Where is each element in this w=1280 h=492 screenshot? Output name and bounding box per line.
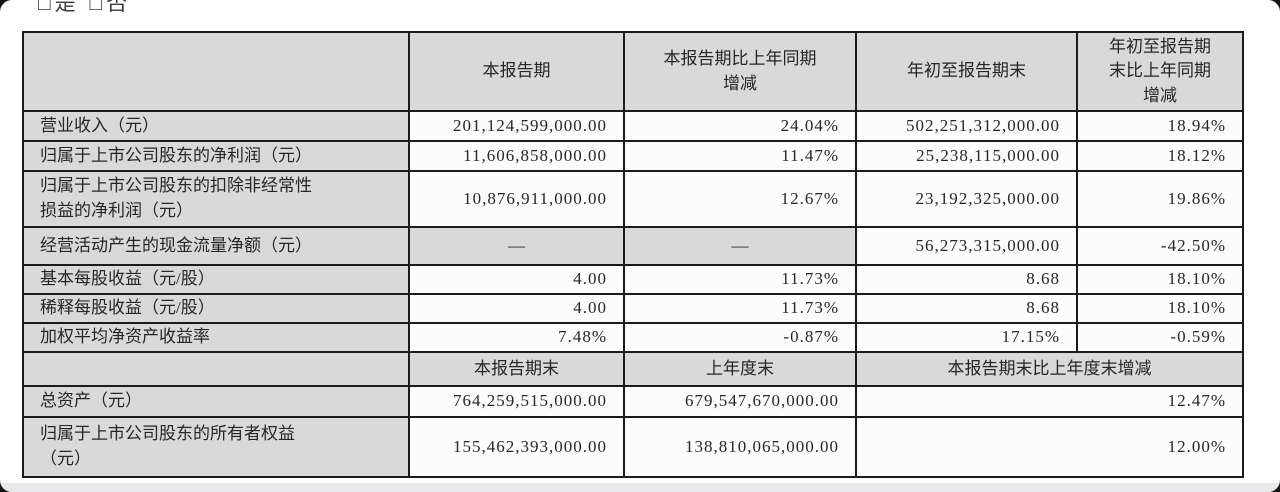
cell-current: 4.00	[408, 264, 625, 295]
cell-current-yoy: 11.73%	[623, 264, 857, 295]
cell-current-yoy: -0.87%	[623, 322, 857, 353]
cell-current: 7.48%	[408, 322, 625, 353]
cell-ytd-yoy: -0.59%	[1076, 322, 1244, 353]
cell-change: 12.47%	[855, 385, 1244, 418]
financial-summary-table: 本报告期 本报告期比上年同期 增减 年初至报告期末 年初至报告期 末比上年同期 …	[22, 31, 1244, 478]
cell-prev-year-end: 138,810,065,000.00	[623, 416, 857, 478]
row-label: 加权平均净资产收益率	[22, 322, 410, 353]
cell-current-yoy: 12.67%	[623, 170, 857, 228]
cell-period-end: 155,462,393,000.00	[408, 416, 625, 478]
page-bottom-strip	[0, 483, 1280, 492]
header-period-end-change: 本报告期末比上年度末增减	[855, 351, 1244, 387]
table-row: 归属于上市公司股东的所有者权益 （元） 155,462,393,000.00 1…	[22, 416, 1244, 478]
cell-ytd-yoy: 19.86%	[1076, 170, 1244, 228]
cell-change: 12.00%	[855, 416, 1244, 478]
row-label: 经营活动产生的现金流量净额（元）	[22, 226, 410, 266]
header-ytd-yoy: 年初至报告期 末比上年同期 增减	[1076, 31, 1244, 112]
cell-ytd: 25,238,115,000.00	[855, 140, 1078, 172]
row-label: 基本每股收益（元/股）	[22, 264, 410, 295]
header-current-period: 本报告期	[408, 31, 625, 112]
corner-cell	[22, 31, 410, 112]
table-header-row-2: 本报告期末 上年度末 本报告期末比上年度末增减	[22, 351, 1244, 387]
table-header-row-1: 本报告期 本报告期比上年同期 增减 年初至报告期末 年初至报告期 末比上年同期 …	[22, 31, 1244, 112]
cell-ytd-yoy: 18.94%	[1076, 110, 1244, 142]
cell-current: 201,124,599,000.00	[408, 110, 625, 142]
cell-prev-year-end: 679,547,670,000.00	[623, 385, 857, 418]
header-current-yoy: 本报告期比上年同期 增减	[623, 31, 857, 112]
cell-current: 4.00	[408, 293, 625, 324]
table-row: 归属于上市公司股东的扣除非经常性 损益的净利润（元） 10,876,911,00…	[22, 170, 1244, 228]
cell-current: 10,876,911,000.00	[408, 170, 625, 228]
header-ytd: 年初至报告期末	[855, 31, 1078, 112]
cell-current-yoy: 11.73%	[623, 293, 857, 324]
row-label: 归属于上市公司股东的净利润（元）	[22, 140, 410, 172]
cell-ytd: 8.68	[855, 293, 1078, 324]
header-period-end: 本报告期末	[408, 351, 625, 387]
cell-ytd: 56,273,315,000.00	[855, 226, 1078, 266]
cell-ytd-yoy: -42.50%	[1076, 226, 1244, 266]
corner-cell-2	[22, 351, 410, 387]
cell-current-yoy: 11.47%	[623, 140, 857, 172]
cell-current-dash: —	[408, 226, 625, 266]
row-label: 稀释每股收益（元/股）	[22, 293, 410, 324]
cell-current-yoy-dash: —	[623, 226, 857, 266]
checkbox-note: □是 □否	[38, 0, 132, 15]
cell-ytd-yoy: 18.12%	[1076, 140, 1244, 172]
cell-current: 11,606,858,000.00	[408, 140, 625, 172]
cell-period-end: 764,259,515,000.00	[408, 385, 625, 418]
row-label: 总资产（元）	[22, 385, 410, 418]
cell-ytd-yoy: 18.10%	[1076, 293, 1244, 324]
table-row: 经营活动产生的现金流量净额（元） — — 56,273,315,000.00 -…	[22, 226, 1244, 266]
header-prev-year-end: 上年度末	[623, 351, 857, 387]
table-row: 稀释每股收益（元/股） 4.00 11.73% 8.68 18.10%	[22, 293, 1244, 324]
table-row: 归属于上市公司股东的净利润（元） 11,606,858,000.00 11.47…	[22, 140, 1244, 172]
row-label: 归属于上市公司股东的所有者权益 （元）	[22, 416, 410, 478]
row-label: 归属于上市公司股东的扣除非经常性 损益的净利润（元）	[22, 170, 410, 228]
cell-ytd: 8.68	[855, 264, 1078, 295]
table-row: 营业收入（元） 201,124,599,000.00 24.04% 502,25…	[22, 110, 1244, 142]
cell-ytd: 17.15%	[855, 322, 1078, 353]
cell-current-yoy: 24.04%	[623, 110, 857, 142]
cell-ytd-yoy: 18.10%	[1076, 264, 1244, 295]
row-label: 营业收入（元）	[22, 110, 410, 142]
cell-ytd: 23,192,325,000.00	[855, 170, 1078, 228]
table-row: 总资产（元） 764,259,515,000.00 679,547,670,00…	[22, 385, 1244, 418]
table-row: 基本每股收益（元/股） 4.00 11.73% 8.68 18.10%	[22, 264, 1244, 295]
table-row: 加权平均净资产收益率 7.48% -0.87% 17.15% -0.59%	[22, 322, 1244, 353]
cell-ytd: 502,251,312,000.00	[855, 110, 1078, 142]
